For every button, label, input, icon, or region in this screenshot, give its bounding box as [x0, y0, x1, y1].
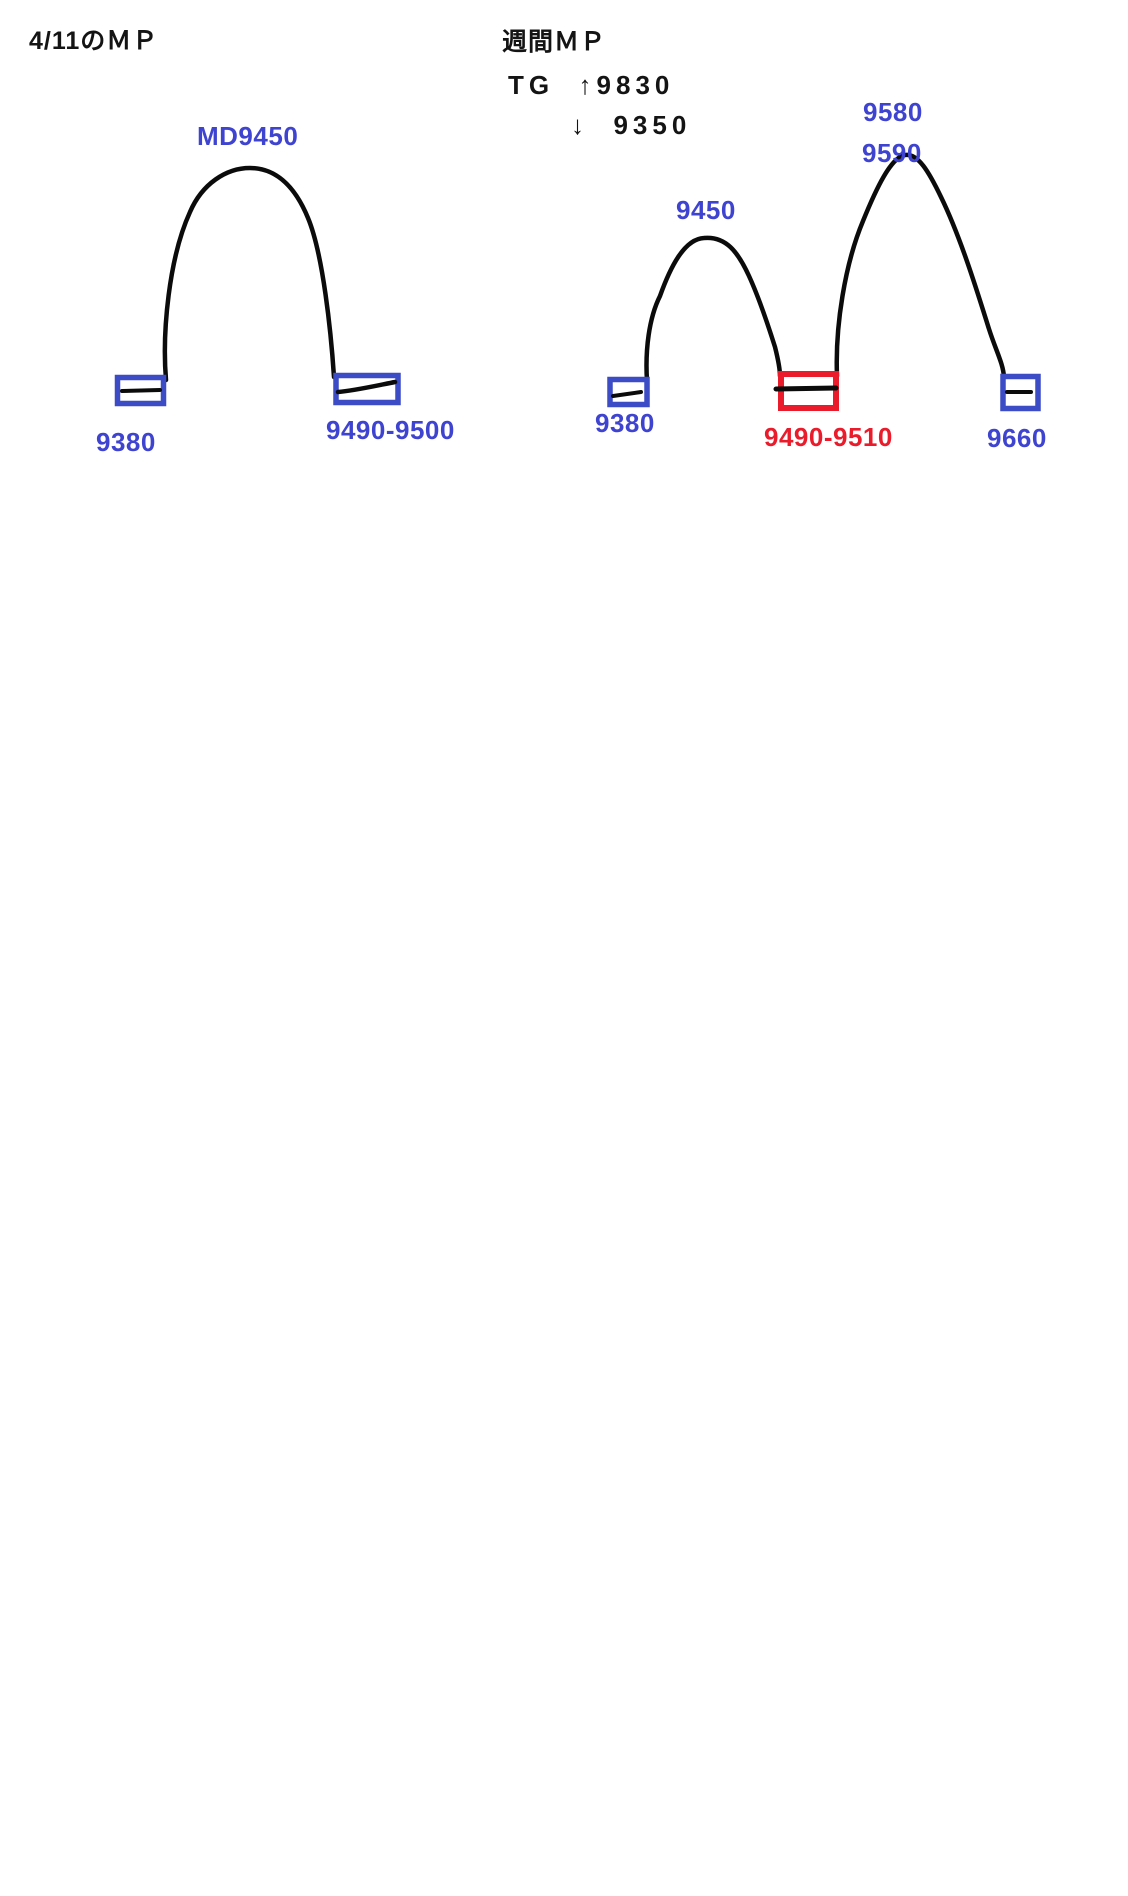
right-profile-hump1-curve — [644, 235, 783, 384]
left-profile-title: 4/11のＭＰ — [29, 27, 159, 55]
right-profile-high-box — [1000, 373, 1041, 412]
left-profile-high-box-label: 9490-9500 — [326, 415, 455, 445]
left-profile-peak-label: MD9450 — [197, 121, 299, 151]
left-profile-arch-curve — [162, 165, 337, 383]
left-profile-high-box-line — [335, 379, 398, 395]
left-profile-high-box — [333, 372, 401, 406]
right-profile-high-box-label: 9660 — [987, 423, 1047, 453]
right-profile-hump1-label: 9450 — [676, 195, 736, 225]
right-profile-hump2-label-lower: 9590 — [862, 138, 922, 168]
right-profile-target-down: ↓ 9350 — [571, 110, 692, 140]
right-profile-hump2-label-upper: 9580 — [863, 97, 923, 127]
left-profile-low-box-label: 9380 — [96, 427, 156, 457]
right-profile-low-box — [607, 376, 650, 408]
right-profile-title: 週間ＭＰ — [502, 28, 607, 56]
market-profile-drawing — [114, 152, 1041, 412]
right-profile-low-box-line — [611, 390, 643, 398]
left-profile-low-box-line — [120, 388, 162, 393]
left-profile-low-box — [114, 374, 167, 407]
right-profile-target-up: TG ↑9830 — [508, 70, 675, 100]
right-profile-mid-box-line — [773, 385, 839, 392]
right-profile-hump2-curve — [834, 152, 1007, 380]
right-profile-mid-box-label: 9490-9510 — [764, 422, 893, 452]
right-profile-low-box-label: 9380 — [595, 408, 655, 438]
